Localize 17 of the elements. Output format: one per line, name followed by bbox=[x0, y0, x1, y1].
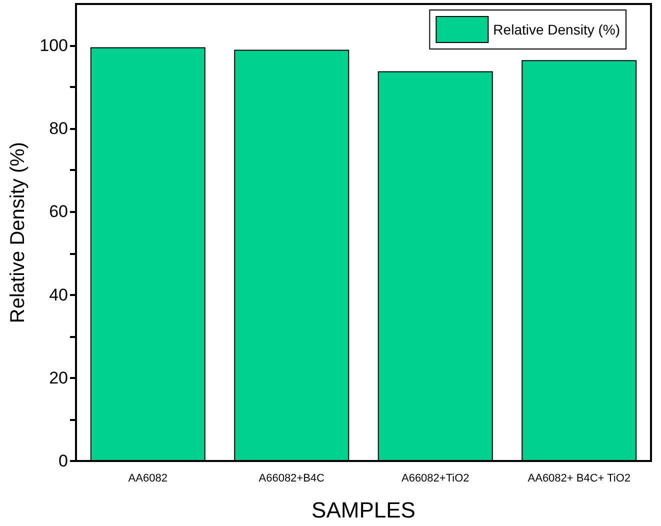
bar bbox=[522, 60, 637, 461]
y-tick-label: 60 bbox=[49, 202, 68, 222]
bar bbox=[378, 71, 493, 461]
y-axis-title: Relative Density (%) bbox=[7, 142, 29, 324]
x-tick-label: AA6082+ B4C+ TiO2 bbox=[528, 472, 630, 484]
bar bbox=[90, 47, 206, 461]
x-axis-title: SAMPLES bbox=[312, 498, 416, 522]
x-tick-label: A66082+B4C bbox=[258, 472, 325, 484]
legend-label: Relative Density (%) bbox=[493, 22, 620, 38]
x-tick-label: AA6082 bbox=[128, 472, 168, 484]
y-tick-label: 20 bbox=[49, 368, 68, 388]
bar bbox=[234, 50, 350, 461]
y-tick-label: 0 bbox=[58, 452, 68, 470]
y-tick-label: 80 bbox=[49, 119, 68, 138]
y-tick-label: 100 bbox=[40, 36, 68, 56]
y-tick-label: 40 bbox=[49, 285, 68, 304]
x-tick-label: A66082+TiO2 bbox=[401, 472, 470, 484]
